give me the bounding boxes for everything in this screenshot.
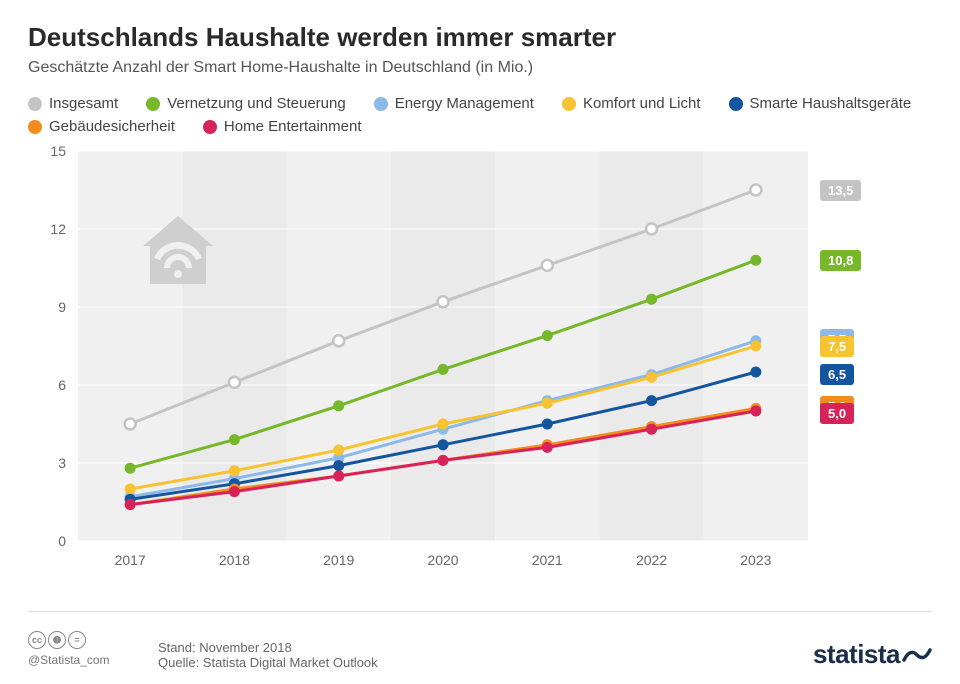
legend-marker [28,97,42,111]
series-marker [229,465,240,476]
quelle-text: Quelle: Statista Digital Market Outlook [158,655,378,670]
legend-item-insgesamt: Insgesamt [28,95,118,112]
series-marker [750,367,761,378]
x-tick-label: 2019 [323,552,354,568]
legend-marker [146,97,160,111]
chart-svg: 0 3 6 9 12 15 2017 2018 2019 2020 2021 2022 2023 [28,145,932,585]
y-tick-label: 3 [58,455,66,471]
series-marker [750,406,761,417]
page-title: Deutschlands Haushalte werden immer smar… [28,22,932,53]
stand-text: Stand: November 2018 [158,640,378,655]
series-marker [750,255,761,266]
series-marker [438,296,449,307]
end-label-haushalt: 6,5 [820,364,854,385]
series-marker [333,400,344,411]
legend-label: Home Entertainment [224,118,362,135]
grid-band [599,151,703,541]
legend-label: Energy Management [395,95,534,112]
legend-label: Komfort und Licht [583,95,701,112]
x-tick-label: 2021 [532,552,563,568]
footer-source: Stand: November 2018 Quelle: Statista Di… [158,640,378,670]
cc-nd-icon: = [68,631,86,649]
series-marker [542,398,553,409]
y-tick-label: 15 [50,145,66,159]
legend-marker [729,97,743,111]
series-marker [229,377,240,388]
footer-divider [28,611,932,612]
chart-legend: Insgesamt Vernetzung und Steuerung Energy … [28,95,932,135]
cc-by-icon: ➊ [48,631,66,649]
series-marker [646,294,657,305]
footer-meta: cc ➊ = @Statista_com [28,631,110,670]
statista-text: statista [813,639,900,670]
handle-text: @Statista_com [28,651,110,670]
y-tick-label: 12 [50,221,66,237]
series-marker [646,224,657,235]
x-tick-label: 2023 [740,552,771,568]
series-marker [646,424,657,435]
statista-logo: statista [813,639,932,670]
line-chart: 0 3 6 9 12 15 2017 2018 2019 2020 2021 2022 2023 13,… [28,145,932,585]
series-marker [333,471,344,482]
legend-label: Gebäudesicherheit [49,118,175,135]
y-tick-label: 6 [58,377,66,393]
cc-icons: cc ➊ = [28,631,110,649]
legend-item-energy: Energy Management [374,95,534,112]
end-label-insgesamt: 13,5 [820,180,861,201]
series-marker [229,486,240,497]
y-tick-label: 0 [58,533,66,549]
x-tick-label: 2017 [115,552,146,568]
legend-item-entertain: Home Entertainment [203,118,362,135]
series-marker [125,463,136,474]
x-tick-label: 2020 [427,552,458,568]
series-marker [542,419,553,430]
subtitle: Geschätzte Anzahl der Smart Home-Haushal… [28,59,932,77]
x-tick-label: 2022 [636,552,667,568]
legend-marker [203,120,217,134]
legend-label: Vernetzung und Steuerung [167,95,345,112]
end-label-entertain: 5,0 [820,403,854,424]
grid-band [391,151,495,541]
legend-label: Insgesamt [49,95,118,112]
legend-item-vernetzung: Vernetzung und Steuerung [146,95,345,112]
series-marker [646,372,657,383]
end-label-vernetzung: 10,8 [820,250,861,271]
legend-marker [562,97,576,111]
series-marker [333,335,344,346]
series-marker [333,445,344,456]
series-marker [750,341,761,352]
series-marker [750,185,761,196]
series-marker [542,442,553,453]
statista-wave-icon [902,642,932,668]
series-marker [438,419,449,430]
series-marker [125,419,136,430]
series-marker [542,330,553,341]
series-marker [542,260,553,271]
legend-marker [28,120,42,134]
legend-item-haushalt: Smarte Haushaltsgeräte [729,95,912,112]
legend-item-komfort: Komfort und Licht [562,95,701,112]
end-label-komfort: 7,5 [820,336,854,357]
series-marker [125,499,136,510]
y-tick-label: 9 [58,299,66,315]
series-marker [438,439,449,450]
legend-item-sicherheit: Gebäudesicherheit [28,118,175,135]
series-marker [646,395,657,406]
series-marker [125,484,136,495]
cc-icon: cc [28,631,46,649]
series-marker [438,364,449,375]
x-tick-label: 2018 [219,552,250,568]
legend-marker [374,97,388,111]
legend-label: Smarte Haushaltsgeräte [750,95,912,112]
series-marker [229,434,240,445]
series-marker [333,460,344,471]
series-marker [438,455,449,466]
